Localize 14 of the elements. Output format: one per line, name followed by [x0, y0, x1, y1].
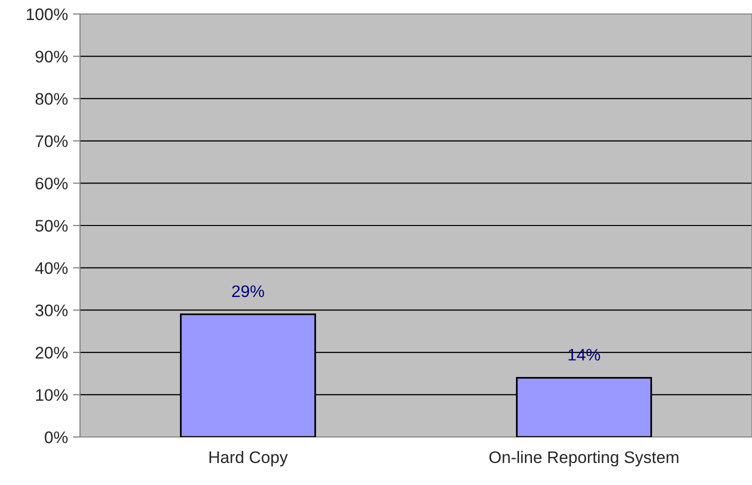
y-tick-label: 50%	[36, 220, 68, 232]
y-tick-label: 90%	[36, 50, 68, 63]
y-tick-label: 80%	[36, 93, 68, 105]
y-tick-label: 100%	[26, 8, 68, 20]
y-tick-label: 40%	[35, 262, 68, 274]
y-tick-label: 0%	[44, 431, 68, 444]
y-tick-label: 20%	[36, 346, 68, 359]
y-tick-label: 70%	[36, 135, 68, 148]
data-label: 29%	[232, 285, 264, 298]
x-tick-label: Hard Copy	[210, 450, 288, 466]
x-tick-label: On-line Reporting System	[489, 450, 678, 466]
y-tick-label: 10%	[36, 389, 68, 401]
y-tick-label: 60%	[36, 178, 68, 190]
y-tick-label: 30%	[35, 304, 68, 316]
